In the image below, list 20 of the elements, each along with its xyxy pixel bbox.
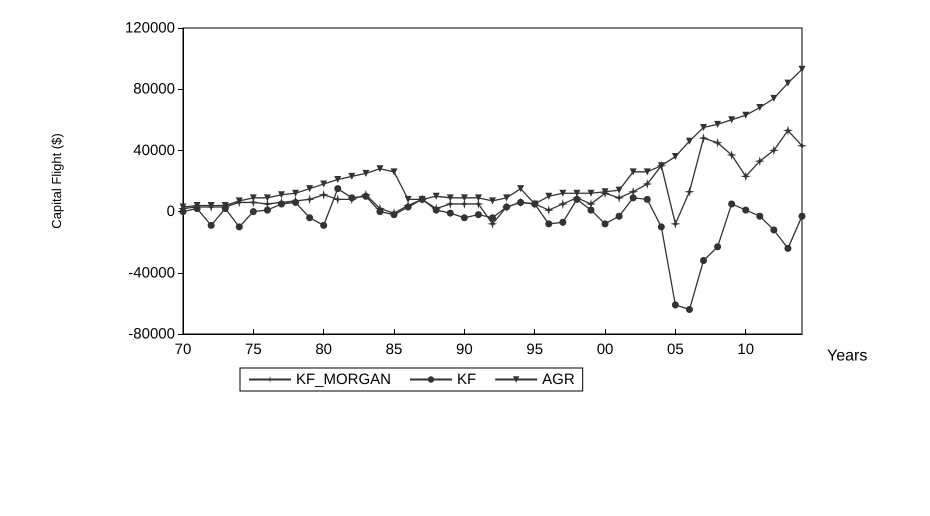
x-tick-label: 00 [596,341,614,358]
x-tick-label: 05 [667,341,684,358]
y-tick-label: 80000 [133,80,175,98]
x-axis-title: Years [827,348,868,364]
legend-label: KF [457,371,476,388]
y-tick-label: -40000 [128,264,175,282]
y-tick-label: -80000 [128,326,175,342]
legend-label: AGR [542,371,575,388]
y-tick-label: 120000 [124,20,175,36]
y-tick-label: 0 [166,203,175,220]
x-tick-label: 95 [526,341,544,358]
x-tick-label: 90 [456,341,473,358]
x-tick-label: 70 [174,341,192,358]
x-tick-label: 10 [737,341,754,358]
x-tick-label: 80 [315,341,332,358]
x-tick-label: 75 [244,341,262,358]
x-tick-label: 85 [386,341,402,358]
y-tick-label: 40000 [133,142,175,159]
y-axis-title: Capital Flight ($) [49,133,64,229]
legend-label: KF_MORGAN [296,371,392,388]
